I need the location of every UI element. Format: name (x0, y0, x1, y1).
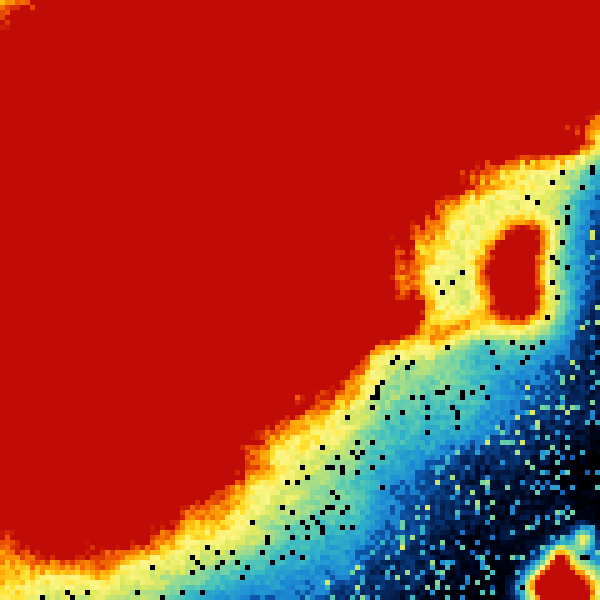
heatmap-canvas (0, 0, 600, 600)
intensity-map-figure (0, 0, 600, 600)
